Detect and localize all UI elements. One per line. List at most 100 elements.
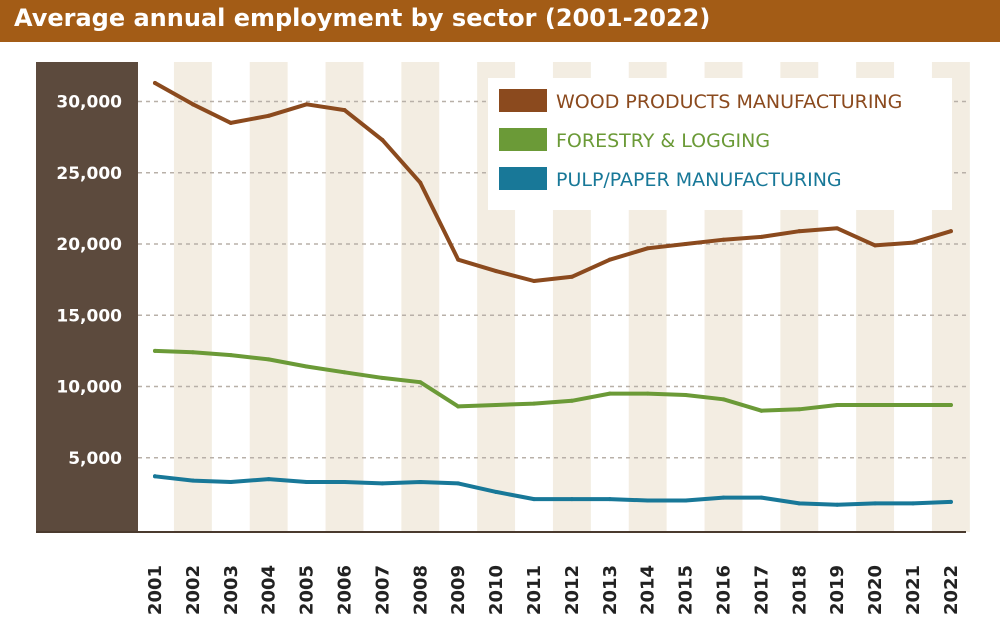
data-point bbox=[228, 120, 233, 125]
series-line bbox=[153, 348, 953, 413]
series-line bbox=[153, 81, 953, 283]
data-point bbox=[532, 401, 536, 406]
y-tick-label: 5,000 bbox=[68, 449, 122, 469]
legend-swatch bbox=[499, 89, 547, 112]
data-point bbox=[304, 364, 309, 369]
data-point bbox=[153, 474, 157, 479]
data-point bbox=[759, 495, 764, 500]
legend-swatch bbox=[499, 128, 547, 151]
x-tick-label: 2013 bbox=[600, 565, 621, 615]
data-point bbox=[569, 398, 574, 403]
data-point bbox=[418, 180, 423, 185]
x-tick-label: 2014 bbox=[638, 565, 659, 615]
data-point bbox=[418, 380, 423, 385]
data-point bbox=[948, 499, 953, 504]
data-point bbox=[266, 113, 271, 118]
data-point bbox=[190, 350, 195, 355]
data-point bbox=[494, 489, 499, 494]
series-lines bbox=[153, 80, 953, 507]
data-point bbox=[911, 403, 915, 408]
year-band bbox=[401, 62, 440, 532]
x-tick-label: 2017 bbox=[751, 565, 772, 615]
y-axis-ticks: 5,000 10,000 15,000 20,000 25,000 30,000 bbox=[56, 93, 122, 469]
data-point bbox=[721, 495, 726, 500]
data-point bbox=[948, 403, 953, 408]
data-point bbox=[873, 501, 878, 506]
data-point bbox=[911, 240, 915, 245]
legend-label: FORESTRY & LOGGING bbox=[556, 130, 770, 152]
data-point bbox=[380, 481, 385, 486]
data-point bbox=[494, 269, 499, 274]
year-bands bbox=[173, 62, 970, 532]
legend-box bbox=[488, 78, 952, 210]
data-point bbox=[380, 137, 385, 142]
x-tick-label: 2011 bbox=[524, 565, 545, 615]
x-tick-label: 2022 bbox=[941, 565, 962, 615]
y-tick-label: 20,000 bbox=[56, 235, 122, 255]
data-point bbox=[759, 234, 764, 239]
x-tick-label: 2016 bbox=[714, 565, 735, 615]
x-tick-label: 2010 bbox=[486, 565, 507, 615]
data-point bbox=[304, 479, 309, 484]
y-tick-label: 15,000 bbox=[56, 306, 122, 326]
data-point bbox=[683, 393, 688, 398]
data-point bbox=[835, 502, 840, 507]
data-point bbox=[607, 391, 612, 396]
data-point bbox=[645, 498, 650, 503]
x-tick-label: 2021 bbox=[903, 565, 924, 615]
year-band bbox=[249, 62, 288, 532]
x-tick-label: 2005 bbox=[297, 565, 318, 615]
data-point bbox=[153, 348, 157, 353]
data-point bbox=[607, 497, 612, 502]
data-point bbox=[153, 80, 157, 85]
y-tick-label: 30,000 bbox=[56, 93, 122, 113]
data-point bbox=[569, 497, 574, 502]
data-point bbox=[645, 246, 650, 251]
x-tick-label: 2004 bbox=[259, 565, 280, 615]
data-point bbox=[797, 407, 802, 412]
y-axis-panel bbox=[36, 62, 138, 532]
data-point bbox=[456, 257, 461, 262]
title-bar: Average annual employment by sector (200… bbox=[0, 0, 1000, 42]
x-tick-label: 2012 bbox=[562, 565, 583, 615]
data-point bbox=[683, 242, 688, 246]
y-tick-label: 25,000 bbox=[56, 164, 122, 184]
data-point bbox=[380, 375, 385, 380]
x-tick-label: 2019 bbox=[827, 565, 848, 615]
data-point bbox=[607, 257, 612, 262]
data-point bbox=[797, 229, 802, 234]
x-tick-label: 2009 bbox=[448, 565, 469, 615]
data-point bbox=[683, 498, 688, 503]
data-point bbox=[266, 357, 271, 362]
data-point bbox=[342, 108, 347, 113]
data-point bbox=[266, 477, 271, 482]
series-line bbox=[153, 474, 953, 507]
data-point bbox=[759, 408, 764, 413]
data-point bbox=[835, 226, 840, 231]
data-point bbox=[228, 479, 233, 484]
x-tick-label: 2020 bbox=[865, 565, 886, 615]
legend-label: WOOD PRODUCTS MANUFACTURING bbox=[556, 91, 902, 113]
y-tick-label: 10,000 bbox=[56, 378, 122, 398]
x-axis-ticks: 2001 2002 2003 2004 2005 2006 2007 2008 2009 2010… bbox=[145, 565, 962, 615]
data-point bbox=[304, 102, 309, 107]
x-tick-label: 2007 bbox=[372, 565, 393, 615]
x-tick-label: 2001 bbox=[145, 565, 166, 615]
data-point bbox=[342, 479, 347, 484]
chart-title: Average annual employment by sector (200… bbox=[14, 4, 711, 32]
data-point bbox=[418, 479, 423, 484]
data-point bbox=[456, 481, 461, 486]
data-point bbox=[835, 403, 840, 408]
year-band bbox=[325, 62, 364, 532]
legend-swatch bbox=[499, 167, 547, 190]
data-point bbox=[190, 102, 195, 107]
data-point bbox=[873, 403, 878, 408]
x-tick-label: 2015 bbox=[676, 565, 697, 615]
data-point bbox=[911, 501, 915, 506]
data-point bbox=[569, 274, 574, 279]
x-tick-label: 2002 bbox=[183, 565, 204, 615]
data-point bbox=[494, 403, 499, 408]
data-point bbox=[532, 279, 536, 284]
data-point bbox=[532, 497, 536, 502]
